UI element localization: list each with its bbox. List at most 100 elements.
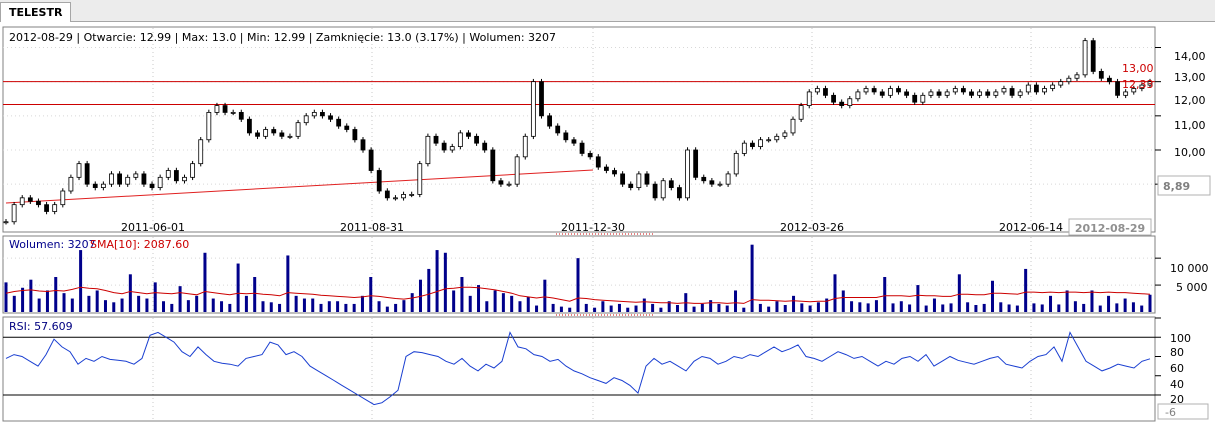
candle-body: [263, 129, 269, 137]
volume-bar: [700, 303, 704, 312]
candle-body: [409, 194, 415, 196]
candle-body: [125, 176, 131, 185]
candle-body: [182, 176, 187, 182]
volume-bar: [394, 303, 398, 312]
current-date-label: 2012-08-29: [1075, 222, 1145, 235]
candle-body: [920, 94, 926, 103]
volume-bar: [750, 244, 754, 312]
candle-body: [27, 197, 33, 202]
candle-body: [571, 139, 577, 144]
candle-body: [1034, 84, 1039, 93]
candle-body: [774, 135, 780, 141]
candle-body: [847, 98, 853, 106]
tab-telestr[interactable]: TELESTR: [0, 2, 72, 22]
candle-body: [1131, 88, 1137, 93]
volume-bar: [360, 295, 364, 312]
volume-bar: [278, 303, 282, 312]
volume-bar: [311, 298, 315, 312]
volume-bar: [29, 279, 33, 312]
volume-bar: [103, 300, 107, 312]
volume-bar: [982, 303, 986, 312]
volume-bar: [957, 274, 961, 312]
info-line: 2012-08-29 | Otwarcie: 12.99 | Max: 13.0…: [9, 31, 556, 44]
candle-body: [76, 163, 82, 178]
candle-body: [879, 91, 885, 96]
volume-bar: [112, 302, 116, 312]
volume-bars: [4, 244, 1152, 312]
volume-bar: [1015, 305, 1019, 312]
candle-body: [60, 190, 66, 206]
volume-bar: [4, 282, 8, 312]
candle-body: [790, 118, 796, 134]
volume-bar: [767, 306, 771, 312]
candle-body: [52, 204, 58, 212]
candle-body: [839, 101, 845, 106]
candle-body: [969, 91, 974, 96]
candle-body: [68, 176, 74, 192]
price-panel-frame: [2, 26, 1156, 233]
candle-body: [806, 91, 812, 106]
volume-bar: [1148, 294, 1152, 312]
candle-body: [133, 173, 139, 178]
volume-bar: [1073, 301, 1077, 312]
candle-body: [271, 129, 277, 134]
candle-body: [279, 132, 285, 137]
rsi-axis-label: 80: [1170, 346, 1184, 359]
volume-bar: [385, 306, 389, 312]
volume-bar: [667, 301, 671, 312]
price-axis-label: 12,00: [1174, 94, 1206, 107]
rsi-axis-label: 60: [1170, 362, 1184, 375]
volume-bar: [1131, 302, 1135, 312]
current-date-box: [1068, 218, 1152, 236]
candle-body: [1025, 84, 1031, 93]
candle-body: [887, 88, 893, 96]
rsi-min-box: [1157, 403, 1209, 420]
candle-body: [741, 142, 747, 154]
candle-body: [393, 197, 398, 200]
volume-bar: [551, 303, 555, 312]
rsi-min-label: -6: [1165, 406, 1176, 419]
volume-bar: [659, 307, 663, 312]
volume-bar: [170, 303, 174, 312]
volume-bar: [1107, 295, 1111, 312]
candle-body: [1107, 77, 1112, 83]
volume-bar: [1065, 290, 1069, 312]
candle-body: [19, 197, 25, 206]
volume-bar: [286, 255, 290, 312]
candle-body: [547, 115, 553, 127]
candle-body: [214, 105, 220, 113]
volume-bar: [402, 300, 406, 312]
candle-body: [255, 132, 260, 137]
volume-bar: [54, 277, 58, 312]
volume-bar: [850, 301, 854, 312]
candle-body: [660, 180, 666, 199]
volume-bar: [535, 305, 539, 312]
candle-body: [717, 183, 723, 186]
candle-body: [466, 132, 471, 137]
volume-bar: [336, 301, 340, 312]
rsi-line: [5, 331, 1151, 406]
volume-bar: [1040, 304, 1044, 312]
volume-bar: [775, 301, 779, 312]
candle-body: [11, 204, 17, 223]
candle-body: [587, 153, 593, 158]
volume-bar: [924, 305, 928, 312]
candle-body: [985, 91, 991, 96]
candle-body: [100, 183, 106, 188]
candle-body: [514, 156, 520, 185]
price-min-label: 8,89: [1163, 180, 1190, 193]
candle-body: [993, 91, 999, 96]
volume-bar: [137, 295, 141, 312]
candle-body: [1115, 81, 1120, 96]
volume-bar: [87, 295, 91, 312]
volume-bar: [79, 250, 83, 312]
price-axis-label: 10,00: [1174, 146, 1206, 159]
hline-label-1233: 12,33: [1122, 78, 1154, 91]
candle-body: [863, 88, 869, 93]
volume-label: Wolumen: 3207: [9, 238, 96, 251]
candle-body: [823, 88, 828, 96]
volume-bar: [526, 296, 530, 312]
candle-body: [506, 183, 512, 186]
volume-bar: [858, 302, 862, 312]
